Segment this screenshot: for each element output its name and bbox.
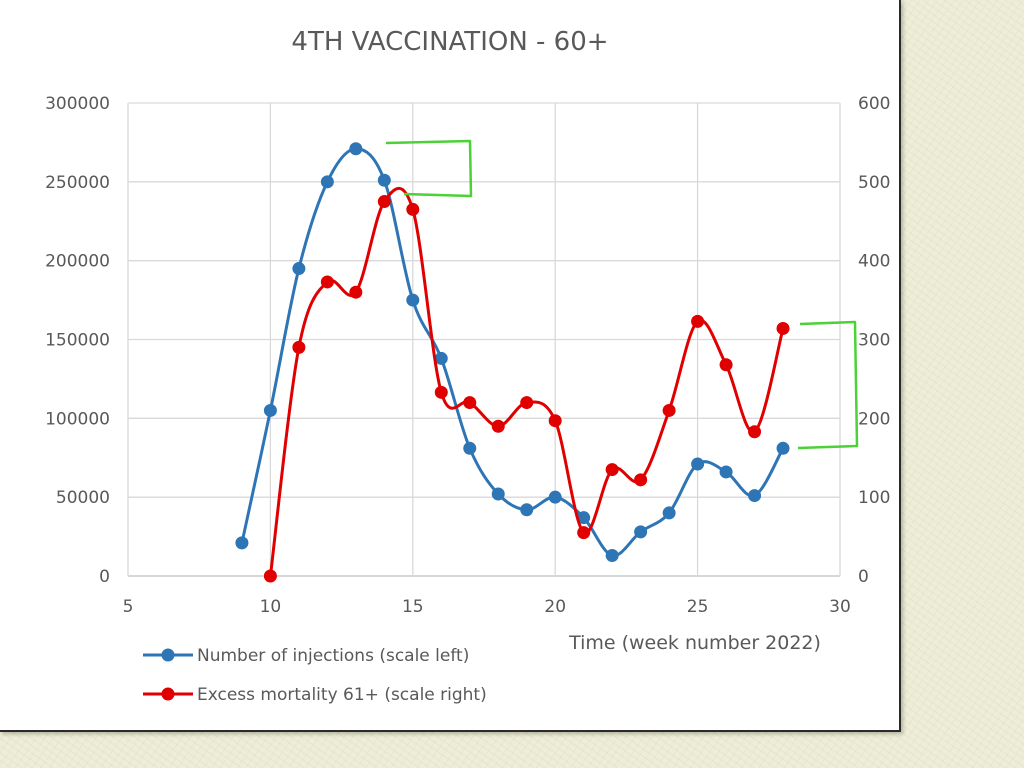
data-point (377, 195, 391, 209)
data-point (491, 487, 505, 501)
x-tick-label: 10 (260, 597, 282, 617)
data-point (719, 358, 733, 372)
x-tick-label: 25 (687, 597, 709, 617)
data-point (605, 549, 619, 563)
data-point (577, 511, 591, 525)
data-point (463, 396, 477, 410)
data-point (634, 473, 648, 487)
right-tick-label: 500 (858, 173, 890, 193)
data-point (349, 142, 363, 156)
data-point (263, 569, 277, 583)
data-point (263, 403, 277, 417)
right-tick-label: 100 (858, 488, 890, 508)
legend-marker (161, 687, 175, 701)
x-tick-label: 5 (123, 597, 134, 617)
chart-svg: 4TH VACCINATION - 60+ 0 50000 100000 150000… (45, 27, 890, 705)
data-point (406, 293, 420, 307)
data-point (776, 321, 790, 335)
data-point (634, 525, 648, 539)
left-axis-ticks: 0 50000 100000 150000 200000 250000 300000 (45, 94, 110, 587)
left-tick-label: 250000 (45, 173, 110, 193)
x-axis-label: Time (week number 2022) (568, 632, 821, 654)
x-axis-ticks: 5 10 15 20 25 30 (123, 597, 851, 617)
legend-label: Excess mortality 61+ (scale right) (197, 685, 487, 705)
legend: Number of injections (scale left) Excess … (143, 646, 487, 705)
data-point (520, 396, 534, 410)
data-point (577, 526, 591, 540)
data-point (719, 465, 733, 479)
x-tick-label: 15 (402, 597, 424, 617)
data-point (434, 385, 448, 399)
left-tick-label: 150000 (45, 331, 110, 351)
data-point (748, 425, 762, 439)
data-point (548, 414, 562, 428)
series-line (268, 186, 785, 577)
data-point (748, 489, 762, 503)
data-point (320, 275, 334, 289)
x-tick-label: 20 (544, 597, 566, 617)
data-point (776, 441, 790, 455)
bracket-peak (385, 139, 473, 198)
data-point (292, 262, 306, 276)
data-point (520, 503, 534, 517)
series-layer (235, 142, 790, 583)
chart-panel: 4TH VACCINATION - 60+ 0 50000 100000 150000… (0, 0, 901, 732)
gridlines (127, 102, 841, 577)
bracket-end (797, 320, 859, 450)
right-tick-label: 300 (858, 331, 890, 351)
data-point (662, 403, 676, 417)
data-point (320, 175, 334, 189)
left-tick-label: 100000 (45, 409, 110, 429)
data-point (434, 351, 448, 365)
left-tick-label: 0 (99, 567, 110, 587)
data-point (349, 285, 363, 299)
data-point (691, 314, 705, 328)
left-tick-label: 50000 (56, 488, 110, 508)
series-injections (235, 142, 790, 563)
legend-label: Number of injections (scale left) (197, 646, 469, 666)
left-tick-label: 300000 (45, 94, 110, 114)
right-tick-label: 0 (858, 567, 869, 587)
right-tick-label: 400 (858, 252, 890, 272)
annotation-brackets (385, 139, 859, 450)
data-point (377, 173, 391, 187)
data-point (605, 463, 619, 477)
data-point (406, 202, 420, 216)
data-point (235, 536, 249, 550)
x-tick-label: 30 (829, 597, 851, 617)
legend-marker (161, 648, 175, 662)
data-point (491, 419, 505, 433)
right-tick-label: 600 (858, 94, 890, 114)
right-tick-label: 200 (858, 409, 890, 429)
data-point (662, 506, 676, 520)
left-tick-label: 200000 (45, 252, 110, 272)
data-point (292, 340, 306, 354)
series-line (240, 147, 785, 558)
series-excess-mortality (263, 186, 790, 583)
data-point (548, 490, 562, 504)
chart-title: 4TH VACCINATION - 60+ (291, 27, 608, 57)
data-point (463, 441, 477, 455)
right-axis-ticks: 0 100 200 300 400 500 600 (858, 94, 890, 587)
data-point (691, 457, 705, 471)
